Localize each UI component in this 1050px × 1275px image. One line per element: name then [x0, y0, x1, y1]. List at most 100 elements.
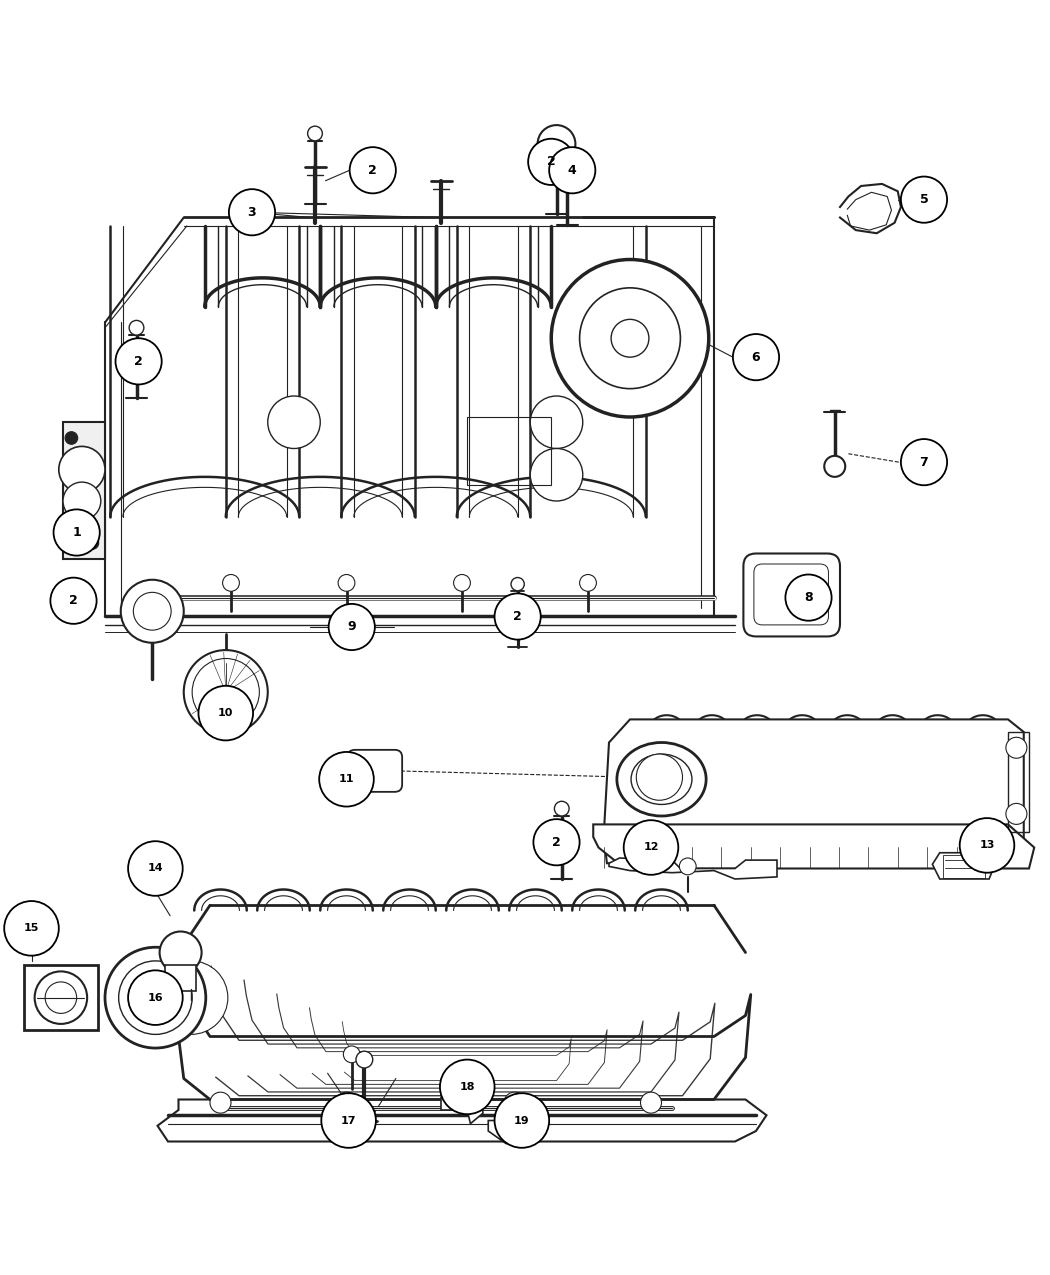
- Text: 4: 4: [568, 163, 576, 177]
- Text: 2: 2: [547, 156, 555, 168]
- Circle shape: [733, 334, 779, 380]
- Circle shape: [119, 961, 192, 1034]
- Circle shape: [549, 147, 595, 194]
- Text: 6: 6: [752, 351, 760, 363]
- FancyBboxPatch shape: [743, 553, 840, 636]
- Text: 8: 8: [804, 592, 813, 604]
- Polygon shape: [158, 1099, 766, 1141]
- Circle shape: [329, 604, 375, 650]
- Circle shape: [35, 972, 87, 1024]
- Circle shape: [901, 439, 947, 486]
- Circle shape: [308, 126, 322, 140]
- Text: 12: 12: [644, 843, 658, 853]
- Circle shape: [223, 575, 239, 592]
- Text: 16: 16: [148, 993, 163, 1002]
- Circle shape: [210, 1093, 231, 1113]
- Circle shape: [511, 578, 524, 590]
- Circle shape: [624, 820, 678, 875]
- Text: 2: 2: [369, 163, 377, 177]
- Text: 2: 2: [513, 609, 522, 623]
- Polygon shape: [932, 853, 995, 878]
- Bar: [165, 965, 196, 992]
- Text: 9: 9: [348, 621, 356, 634]
- Circle shape: [105, 947, 206, 1048]
- Text: 2: 2: [69, 594, 78, 607]
- Text: 5: 5: [920, 193, 928, 207]
- Circle shape: [140, 982, 171, 1014]
- Circle shape: [319, 752, 374, 807]
- Circle shape: [528, 139, 574, 185]
- Polygon shape: [593, 825, 1034, 868]
- Circle shape: [160, 932, 202, 974]
- Circle shape: [86, 537, 99, 550]
- Circle shape: [128, 970, 183, 1025]
- Circle shape: [636, 754, 682, 801]
- Text: 1: 1: [72, 527, 81, 539]
- Text: 2: 2: [552, 835, 561, 849]
- Circle shape: [59, 446, 105, 492]
- Text: 2: 2: [134, 354, 143, 368]
- Circle shape: [554, 801, 569, 816]
- Circle shape: [198, 686, 253, 741]
- Circle shape: [611, 319, 649, 357]
- Bar: [467, 417, 551, 486]
- Circle shape: [116, 338, 162, 385]
- Circle shape: [121, 580, 184, 643]
- Circle shape: [901, 176, 947, 223]
- Text: 17: 17: [341, 1116, 356, 1126]
- Circle shape: [128, 842, 183, 896]
- Circle shape: [679, 858, 696, 875]
- FancyBboxPatch shape: [348, 750, 402, 792]
- Bar: [1008, 732, 1029, 831]
- Circle shape: [184, 650, 268, 734]
- Circle shape: [50, 578, 97, 623]
- Text: 18: 18: [460, 1082, 475, 1091]
- Circle shape: [350, 147, 396, 194]
- Circle shape: [580, 575, 596, 592]
- Text: 10: 10: [218, 708, 233, 718]
- Text: 15: 15: [24, 923, 39, 933]
- Circle shape: [338, 575, 355, 592]
- Circle shape: [530, 397, 583, 449]
- Text: 14: 14: [148, 863, 163, 873]
- Circle shape: [336, 1093, 357, 1113]
- Circle shape: [560, 147, 574, 162]
- Polygon shape: [488, 1121, 541, 1144]
- Bar: [63, 422, 105, 558]
- Text: 7: 7: [920, 455, 928, 469]
- Ellipse shape: [617, 742, 706, 816]
- Circle shape: [129, 320, 144, 335]
- Circle shape: [45, 982, 77, 1014]
- Circle shape: [343, 1046, 360, 1063]
- Text: 11: 11: [339, 774, 354, 784]
- Circle shape: [321, 1093, 376, 1148]
- Circle shape: [504, 1093, 525, 1113]
- Circle shape: [154, 961, 228, 1034]
- Bar: [943, 854, 985, 878]
- Text: 3: 3: [248, 205, 256, 219]
- Circle shape: [640, 1093, 662, 1113]
- Circle shape: [4, 901, 59, 956]
- Polygon shape: [441, 1098, 483, 1123]
- Circle shape: [229, 189, 275, 236]
- Circle shape: [356, 1051, 373, 1068]
- Circle shape: [268, 397, 320, 449]
- Circle shape: [495, 1093, 549, 1148]
- Circle shape: [533, 819, 580, 866]
- Circle shape: [538, 125, 575, 163]
- Circle shape: [960, 819, 1014, 872]
- Circle shape: [1006, 803, 1027, 825]
- Circle shape: [454, 575, 470, 592]
- Circle shape: [580, 288, 680, 389]
- Text: 13: 13: [980, 840, 994, 850]
- Bar: [583, 288, 677, 340]
- Circle shape: [530, 449, 583, 501]
- Circle shape: [133, 593, 171, 630]
- Circle shape: [192, 658, 259, 725]
- Polygon shape: [609, 858, 777, 878]
- Circle shape: [551, 260, 709, 417]
- Circle shape: [63, 482, 101, 520]
- Circle shape: [440, 1060, 495, 1114]
- Text: 19: 19: [514, 1116, 529, 1126]
- Circle shape: [824, 456, 845, 477]
